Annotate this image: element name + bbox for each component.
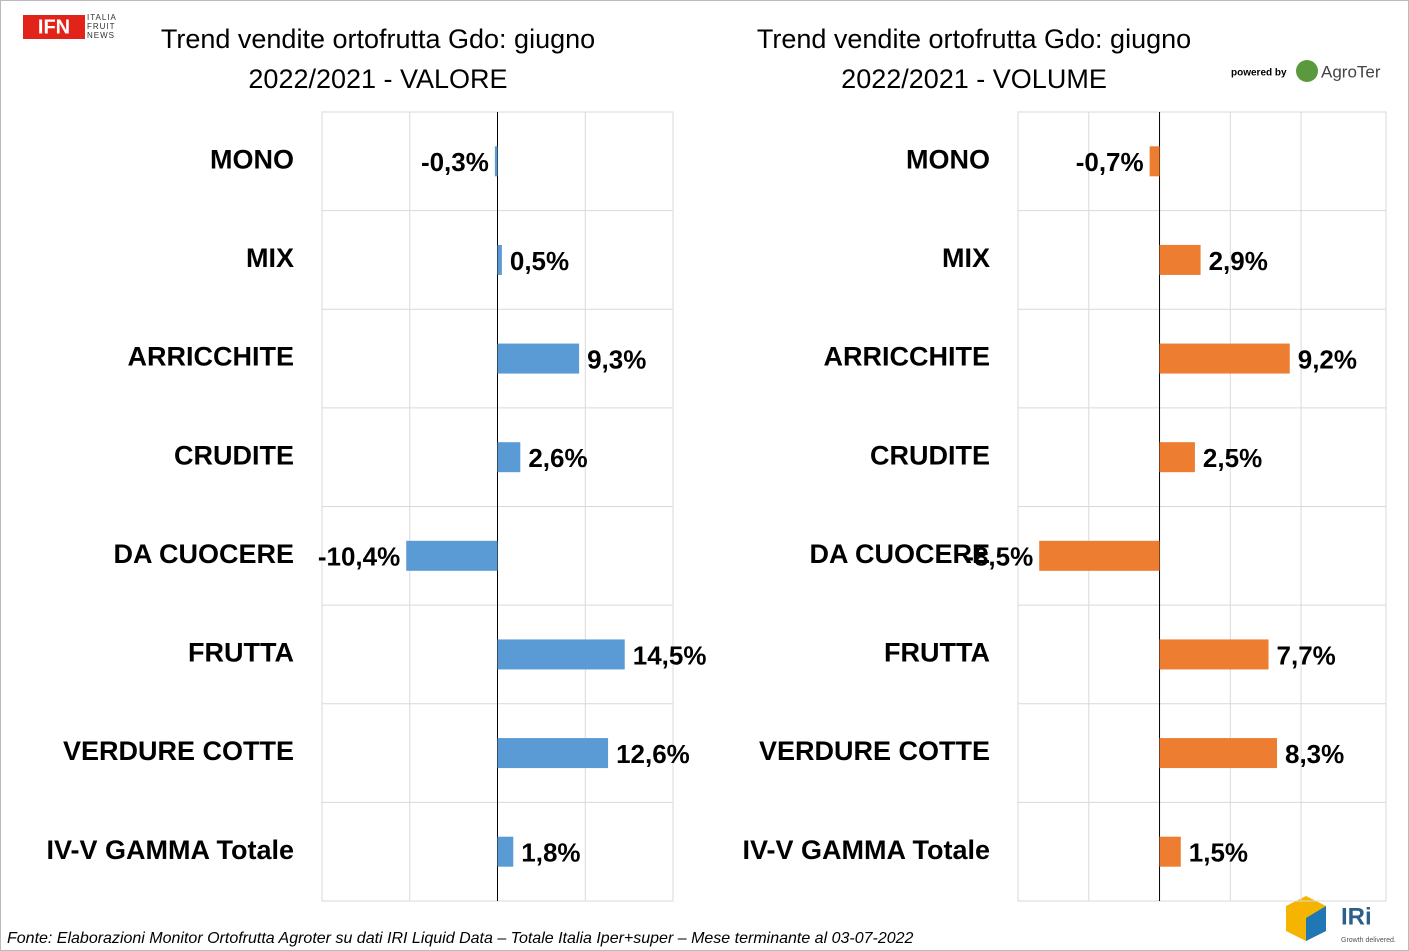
category-label: VERDURE COTTE	[63, 736, 294, 766]
value-label: 14,5%	[633, 640, 707, 670]
value-label: 2,5%	[1203, 443, 1262, 473]
bar	[497, 639, 625, 670]
value-label: 2,6%	[528, 443, 587, 473]
category-label: FRUTTA	[884, 638, 990, 668]
bar	[1159, 244, 1201, 275]
iri-logo: IRi	[1341, 903, 1372, 930]
category-label: DA CUOCERE	[113, 539, 294, 569]
value-label: 12,6%	[616, 739, 690, 769]
bar	[1159, 836, 1181, 867]
category-label: ARRICCHITE	[824, 342, 991, 372]
category-label: MONO	[210, 144, 294, 174]
value-label: -0,7%	[1076, 147, 1144, 177]
value-label: 2,9%	[1209, 246, 1268, 276]
category-label: VERDURE COTTE	[759, 736, 990, 766]
bar	[497, 836, 514, 867]
iri-icon-part	[1306, 906, 1326, 941]
category-label: MIX	[942, 243, 990, 273]
bar	[406, 540, 498, 571]
footer: Fonte: Elaborazioni Monitor Ortofrutta A…	[7, 930, 914, 947]
bar	[1039, 540, 1160, 571]
value-label: 7,7%	[1277, 640, 1336, 670]
value-label: 9,2%	[1298, 344, 1357, 374]
value-label: -0,3%	[421, 147, 489, 177]
bar	[494, 146, 498, 177]
value-label: -8,5%	[965, 542, 1033, 572]
iri-sub: Growth delivered.	[1341, 937, 1396, 944]
bar	[497, 738, 609, 769]
category-label: CRUDITE	[870, 440, 990, 470]
category-label: MIX	[246, 243, 294, 273]
bar	[497, 442, 521, 473]
powered-by: powered by	[1231, 68, 1287, 79]
category-label: FRUTTA	[188, 638, 294, 668]
chart-title: Trend vendite ortofrutta Gdo: giugno 202…	[756, 24, 1192, 94]
value-label: 1,8%	[521, 838, 580, 868]
category-label: IV-V GAMMA Totale	[46, 835, 294, 865]
category-label: CRUDITE	[174, 440, 294, 470]
chart-title: Trend vendite ortofrutta Gdo: giugno 202…	[160, 24, 596, 94]
ifn-logo-box	[23, 15, 85, 39]
bar	[1149, 146, 1160, 177]
bar	[1159, 639, 1269, 670]
category-label: DA CUOCERE	[809, 539, 990, 569]
agroter-icon	[1296, 60, 1318, 82]
bar	[497, 244, 502, 275]
bar	[1159, 738, 1278, 769]
ifn-sub: ITALIA FRUIT NEWS	[87, 13, 117, 40]
bar	[497, 343, 580, 374]
ifn-sub-box: ITALIA FRUIT NEWS	[87, 13, 117, 40]
ifn-logo: IFN	[38, 16, 70, 38]
value-label: -10,4%	[318, 542, 400, 572]
value-label: 9,3%	[587, 344, 646, 374]
agroter-logo: AgroTer	[1321, 62, 1381, 81]
value-label: 8,3%	[1285, 739, 1344, 769]
category-label: MONO	[906, 144, 990, 174]
value-label: 1,5%	[1189, 838, 1248, 868]
value-label: 0,5%	[510, 246, 569, 276]
category-label: IV-V GAMMA Totale	[742, 835, 990, 865]
category-label: ARRICCHITE	[128, 342, 295, 372]
bar	[1159, 442, 1195, 473]
bar	[1159, 343, 1290, 374]
